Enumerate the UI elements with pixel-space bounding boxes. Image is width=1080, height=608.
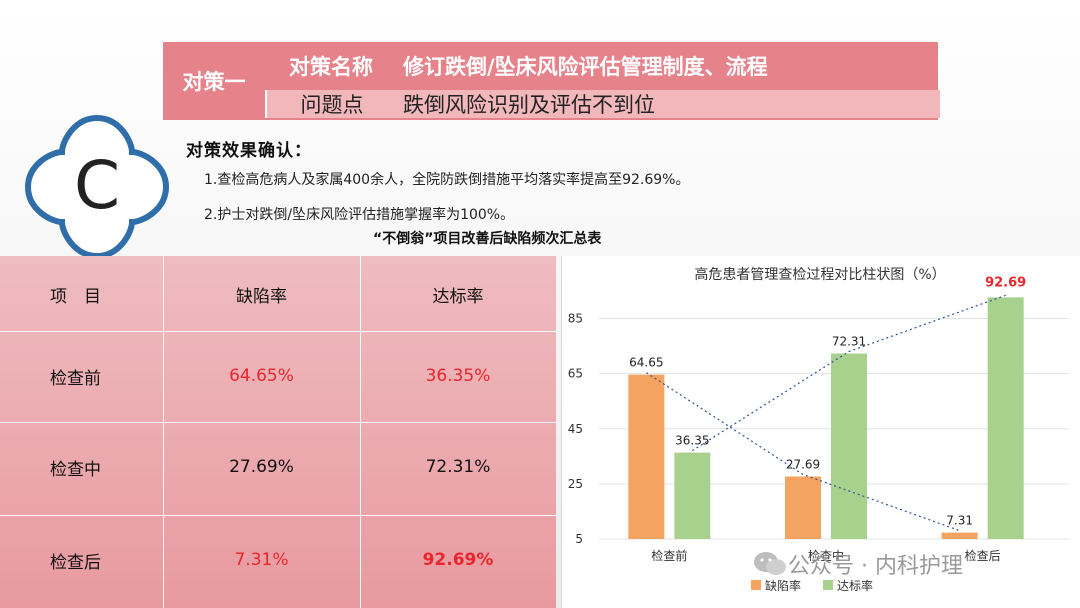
table-header-pass: 达标率 <box>432 286 484 307</box>
bar <box>831 353 867 539</box>
problem-value: 跌倒风险识别及评估不到位 <box>403 93 655 117</box>
confirm-item-2: 2.护士对跌倒/坠床风险评估措施掌握率为100%。 <box>204 207 515 223</box>
table-row-label: 检查后 <box>50 552 101 573</box>
y-tick-label: 65 <box>568 367 583 381</box>
c-logo-icon: C <box>24 114 170 260</box>
legend-swatch <box>823 580 833 590</box>
data-label: 27.69 <box>786 457 820 471</box>
legend-label: 达标率 <box>837 578 873 593</box>
strategy-label: 对策一 <box>182 70 246 94</box>
table-divider <box>360 256 361 608</box>
problem-key: 问题点 <box>300 93 364 117</box>
bar <box>674 452 711 539</box>
bar <box>628 374 665 539</box>
trend-line <box>646 372 960 532</box>
table-cell-pass: 72.31% <box>425 457 491 477</box>
chart-title: 高危患者管理查检过程对比柱状图（%） <box>694 266 945 283</box>
data-label: 36.35 <box>675 434 709 448</box>
strategy-name-value: 修订跌倒/坠床风险评估管理制度、流程 <box>403 55 768 79</box>
table-cell-defect: 7.31% <box>234 550 289 570</box>
legend-swatch <box>751 580 761 590</box>
table-divider <box>163 256 164 608</box>
table-cell-pass: 36.35% <box>425 366 491 386</box>
strategy-name-row: 对策名称 修订跌倒/坠床风险评估管理制度、流程 <box>265 42 938 90</box>
strategy-header: 对策一 对策名称 修订跌倒/坠床风险评估管理制度、流程 问题点 跌倒风险识别及评… <box>163 42 940 120</box>
data-label: 72.31 <box>832 335 866 349</box>
table-title: “不倒翁”项目改善后缺陷频次汇总表 <box>373 231 602 247</box>
table-divider <box>0 515 556 516</box>
y-tick-label: 45 <box>568 422 583 436</box>
table-cell-defect: 27.69% <box>229 457 294 477</box>
table-divider <box>0 331 556 332</box>
table-divider <box>0 422 556 423</box>
problem-row: 问题点 跌倒风险识别及评估不到位 <box>265 90 940 118</box>
bar-chart: 高危患者管理查检过程对比柱状图（%） 5 25 45 65 85 64.65 36.35 2… <box>568 266 1069 593</box>
trend-line <box>692 294 1006 452</box>
legend-label: 缺陷率 <box>765 578 801 593</box>
table-row-label: 检查中 <box>50 459 101 480</box>
y-tick-label: 25 <box>568 477 583 491</box>
x-tick-label: 检查前 <box>651 548 687 563</box>
bar <box>941 532 978 539</box>
summary-table: 项 目 缺陷率 达标率 检查前 64.65% 36.35% 检查中 27.69%… <box>0 256 556 608</box>
x-tick-label: 检查后 <box>965 548 1001 563</box>
data-label: 7.31 <box>946 514 973 528</box>
strategy-name-key: 对策名称 <box>289 55 373 79</box>
confirm-title: 对策效果确认： <box>186 141 312 161</box>
x-tick-label: 检查中 <box>808 548 844 563</box>
y-tick-label: 5 <box>575 532 583 546</box>
confirm-item-1: 1.查检高危病人及家属400余人，全院防跌倒措施平均落实率提高至92.69%。 <box>204 172 690 188</box>
watermark: 公众号 · 内科护理 <box>752 548 963 580</box>
table-row-label: 检查前 <box>50 368 101 389</box>
y-tick-label: 85 <box>568 312 583 326</box>
wechat-icon <box>754 552 786 575</box>
watermark-text: 公众号 · 内科护理 <box>788 554 963 579</box>
data-label: 64.65 <box>629 356 663 370</box>
table-cell-pass: 92.69% <box>422 550 494 570</box>
table-header-defect: 缺陷率 <box>236 286 287 307</box>
bar <box>785 476 821 539</box>
bar <box>987 297 1024 539</box>
logo-letter: C <box>74 147 120 224</box>
table-cell-defect: 64.65% <box>229 366 294 386</box>
data-label: 92.69 <box>985 275 1026 290</box>
table-header-item: 项 目 <box>50 286 101 307</box>
